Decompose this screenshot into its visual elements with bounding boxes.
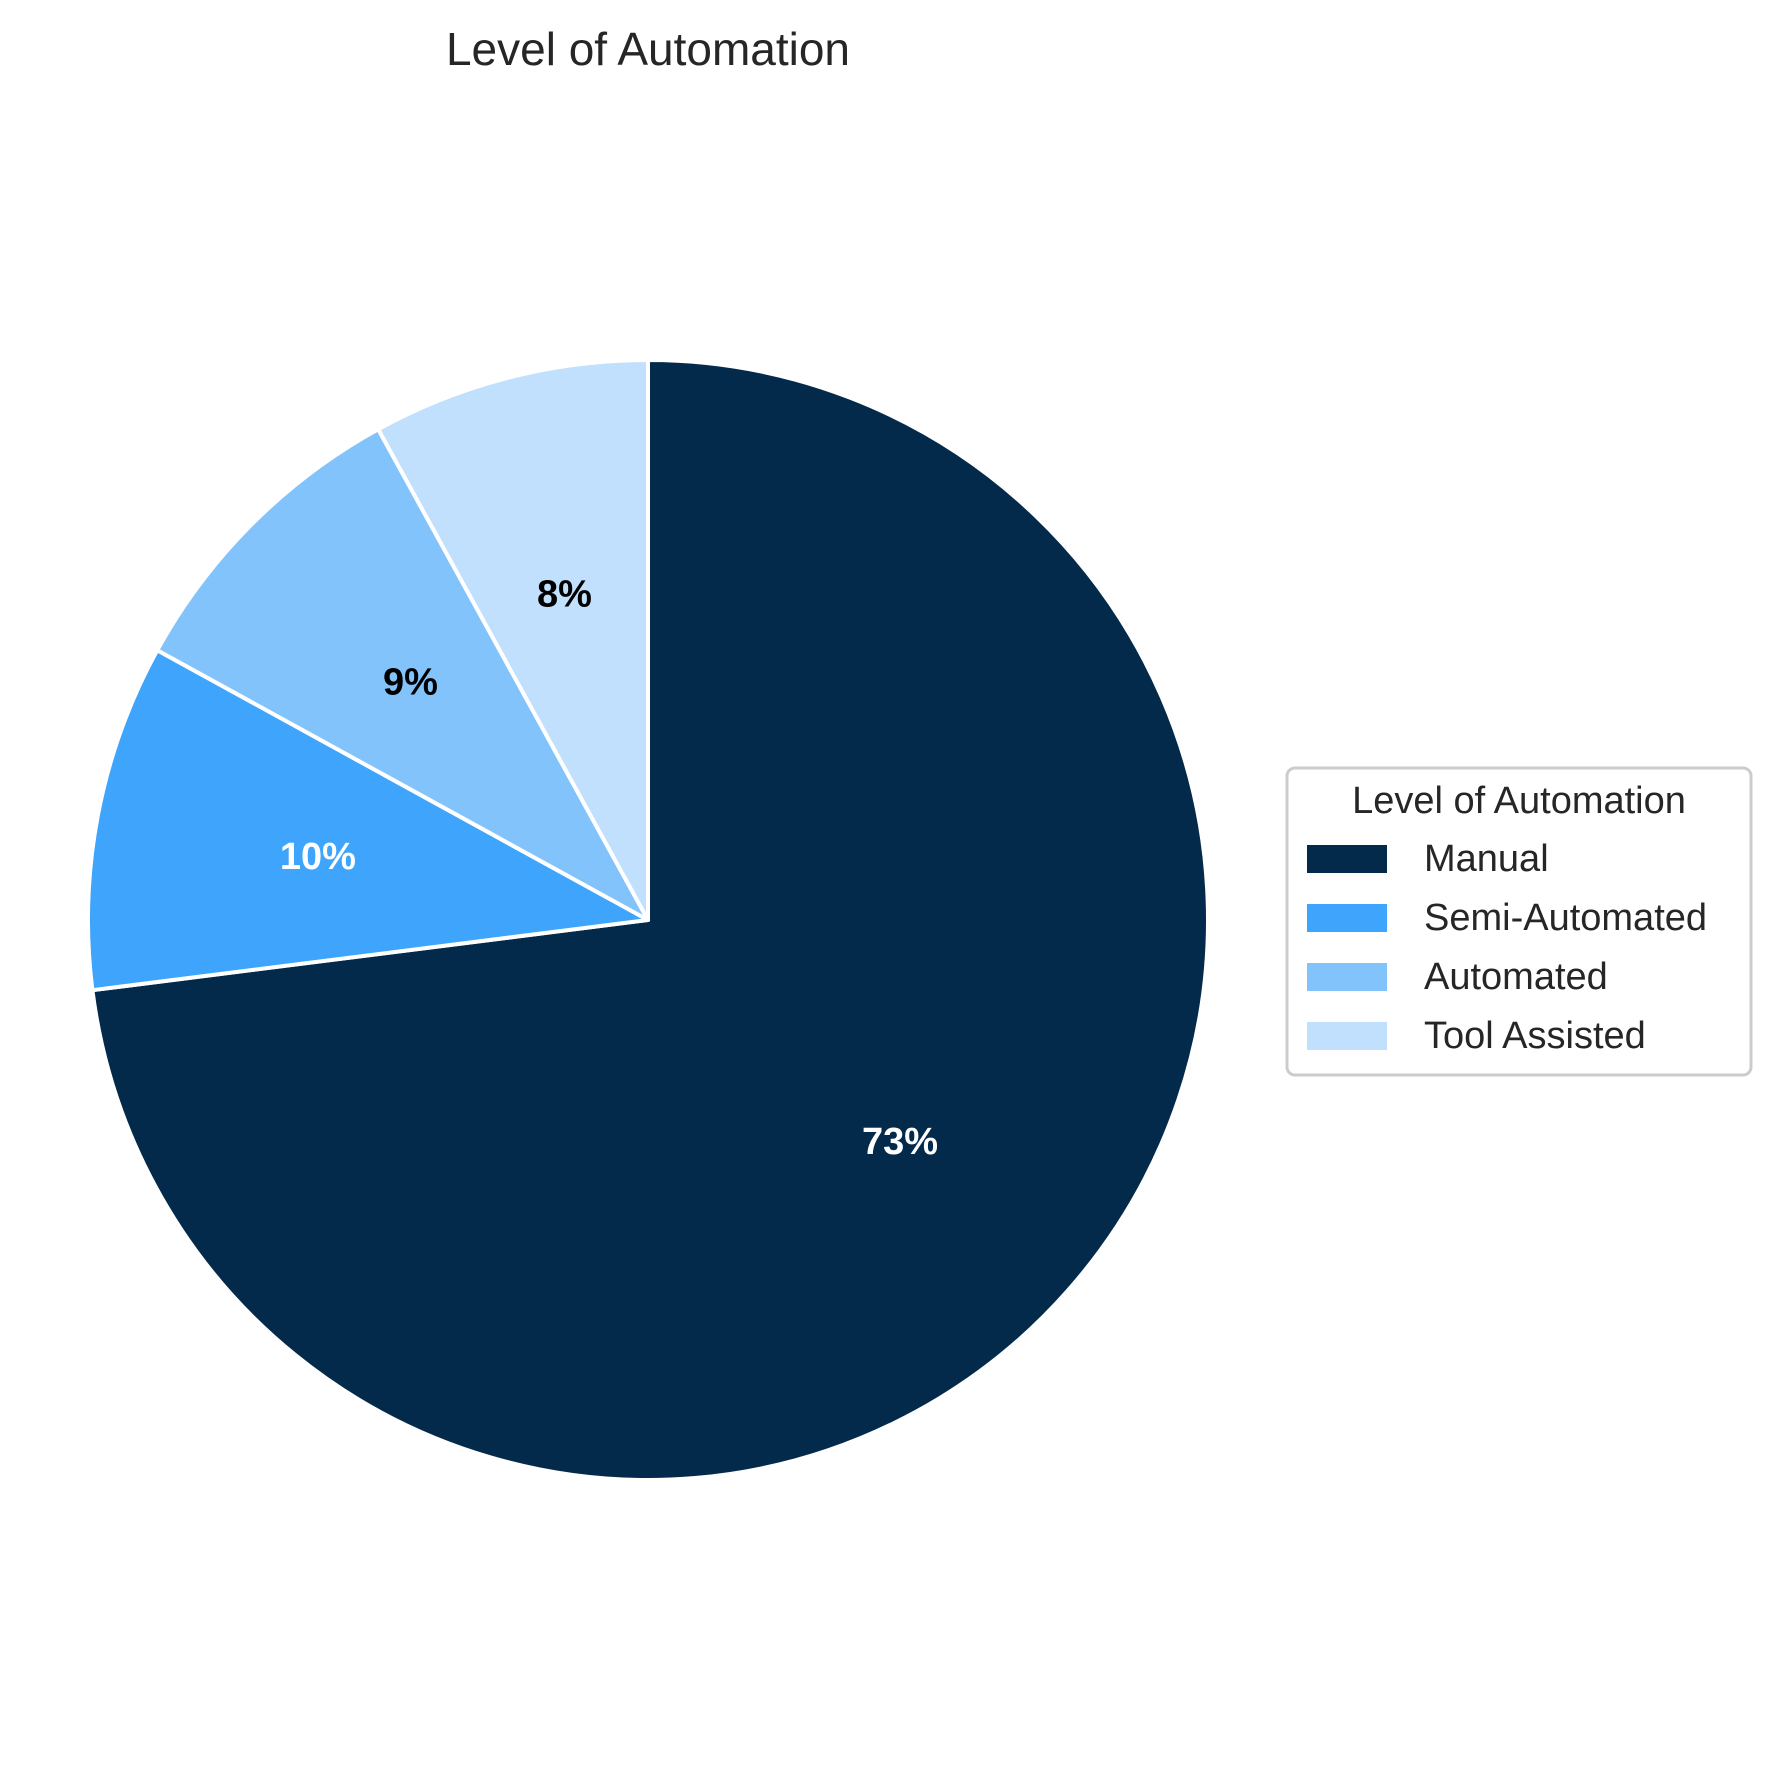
pie-slice-automated — [155, 427, 650, 922]
pie-slice-percent-label: 73% — [862, 1121, 938, 1163]
legend: Level of Automation Manual Semi-Automated… — [1285, 766, 1753, 1077]
legend-label: Semi-Automated — [1424, 897, 1707, 939]
legend-items: Manual Semi-Automated Automated Tool Assist… — [1307, 838, 1707, 1057]
pie-slice-semi-automated — [86, 648, 650, 993]
legend-label: Manual — [1424, 838, 1549, 880]
legend-swatch — [1307, 963, 1387, 991]
pie-slice-percent-label: 8% — [537, 574, 592, 616]
legend-label: Tool Assisted — [1424, 1015, 1646, 1057]
pie-slice-tool-assisted — [376, 358, 650, 922]
pie-slice-labels: 73% 10% 9% 8% — [280, 574, 938, 1164]
pie-slice-manual — [90, 358, 1210, 1482]
legend-swatch — [1307, 904, 1387, 932]
pie-slice-percent-label: 10% — [280, 836, 356, 878]
legend-title: Level of Automation — [1352, 780, 1686, 822]
legend-swatch — [1307, 1022, 1387, 1050]
pie-slice-percent-label: 9% — [383, 661, 438, 703]
pie-slices — [86, 358, 1210, 1482]
legend-swatch — [1307, 845, 1387, 873]
chart-title: Level of Automation — [446, 23, 850, 75]
legend-frame — [1285, 766, 1753, 1077]
legend-label: Automated — [1424, 956, 1608, 998]
